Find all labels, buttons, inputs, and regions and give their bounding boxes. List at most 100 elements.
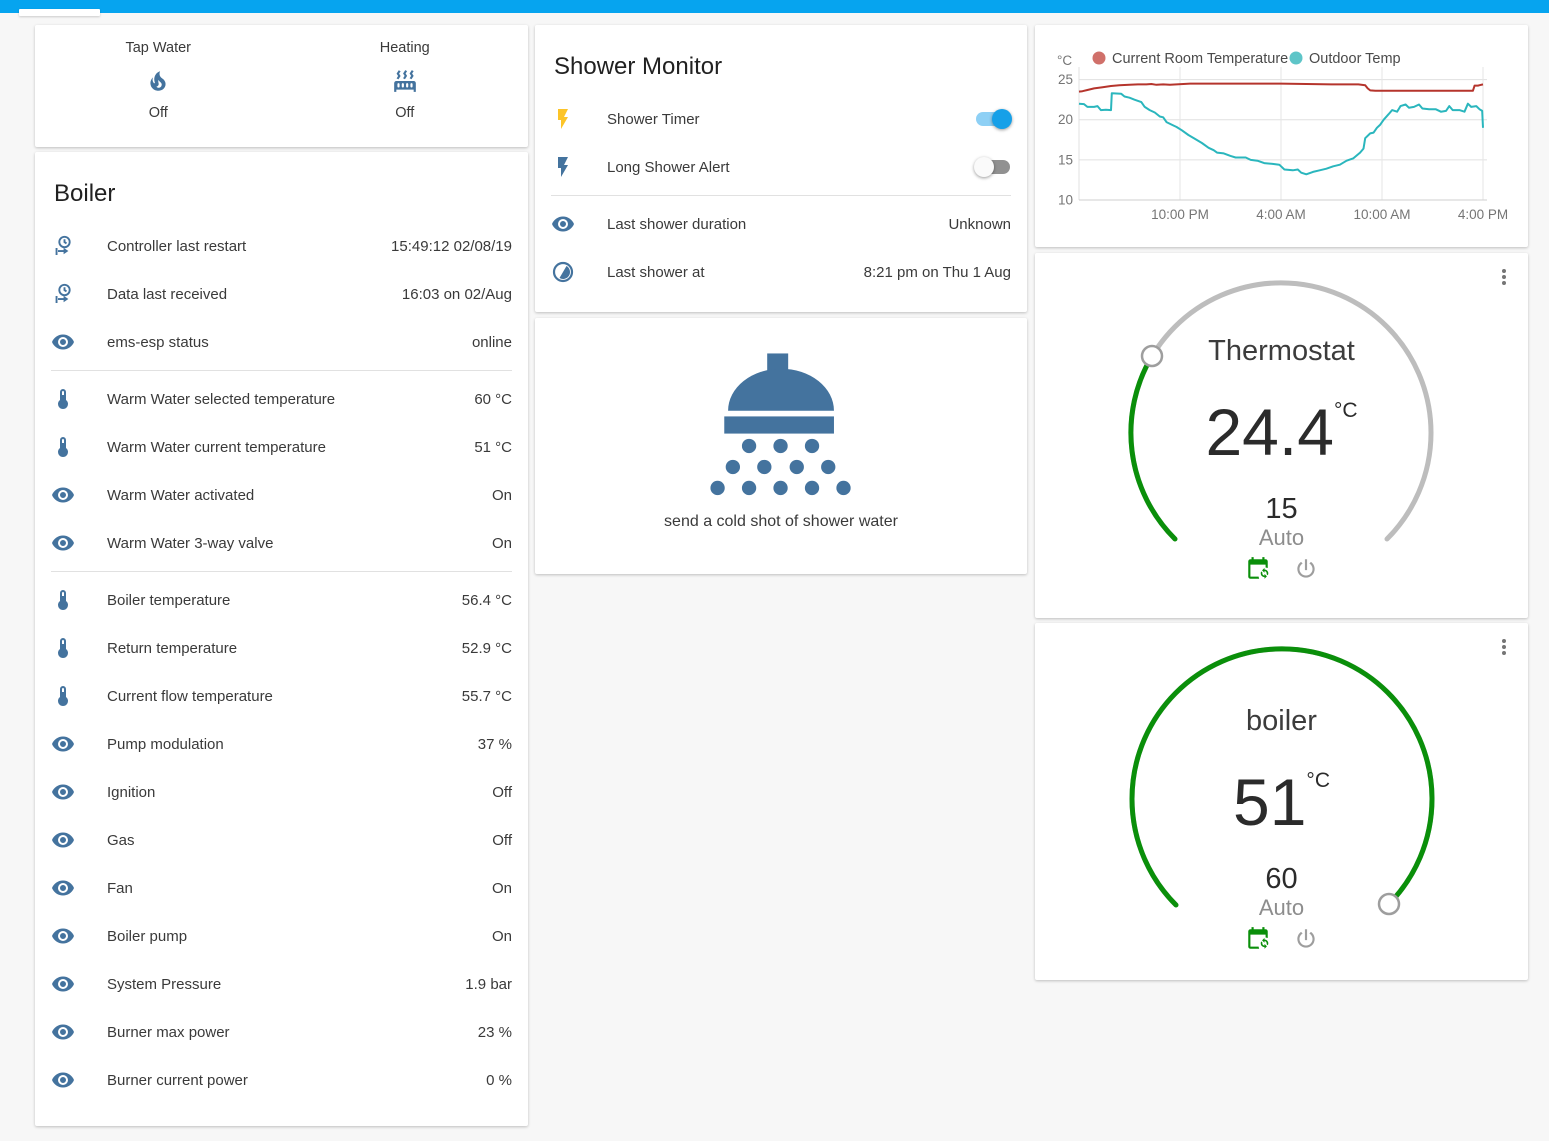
entity-value: 37 %	[477, 735, 512, 753]
entity-row[interactable]: Fan On	[35, 864, 528, 912]
glance-label: Tap Water	[125, 40, 192, 56]
entity-label: Gas	[107, 831, 135, 849]
clock-half-icon	[551, 260, 575, 284]
thermostat-dial	[1128, 280, 1434, 542]
entity-value: 8:21 pm on Thu 1 Aug	[863, 263, 1011, 281]
eye-icon	[51, 828, 75, 852]
thermostat-card: Thermostat 24.4°C 15 Auto	[1035, 253, 1528, 618]
eye-icon	[51, 483, 75, 507]
boiler-dial	[1129, 646, 1435, 916]
entity-value: 15:49:12 02/08/19	[391, 237, 512, 255]
divider	[551, 195, 1011, 196]
entity-row[interactable]: Last shower at 8:21 pm on Thu 1 Aug	[535, 248, 1027, 296]
toggle-switch[interactable]	[974, 157, 1011, 177]
history-chart: 10 15 20 25 10:00 PM 4:00 AM 10:00 AM 4:00 PM °C…	[1057, 51, 1508, 222]
entity-label: ems-esp status	[107, 333, 209, 351]
divider	[51, 571, 512, 572]
temperature-history-chart-card: 10 15 20 25 10:00 PM 4:00 AM 10:00 AM 4:00 PM °C…	[1035, 25, 1528, 247]
entity-value: On	[491, 534, 512, 552]
entity-value: On	[491, 879, 512, 897]
entity-row[interactable]: Warm Water selected temperature 60 °C	[35, 375, 528, 423]
thermometer-icon	[51, 636, 75, 660]
thermometer-icon	[51, 435, 75, 459]
entity-row[interactable]: Burner current power 0 %	[35, 1056, 528, 1104]
entity-value: online	[471, 333, 512, 351]
entity-row[interactable]: Ignition Off	[35, 768, 528, 816]
eye-icon	[51, 531, 75, 555]
svg-text:15: 15	[1058, 152, 1073, 167]
calendar-sync-icon[interactable]	[1245, 556, 1271, 582]
clock-out-icon	[51, 282, 75, 306]
entity-value: On	[491, 486, 512, 504]
flash-icon	[551, 107, 575, 131]
entity-label: Pump modulation	[107, 735, 224, 753]
svg-text:4:00 AM: 4:00 AM	[1256, 207, 1306, 222]
thermostat-dial-handle[interactable]	[1140, 344, 1164, 368]
entity-label: Controller last restart	[107, 237, 247, 255]
glance-label: Heating	[379, 40, 430, 56]
more-options-button[interactable]	[1492, 265, 1516, 289]
entity-row[interactable]: Warm Water current temperature 51 °C	[35, 423, 528, 471]
svg-text:Current Room Temperature: Current Room Temperature	[1112, 51, 1288, 67]
thermometer-icon	[51, 387, 75, 411]
glance-state: Off	[395, 105, 415, 121]
action-label: send a cold shot of shower water	[664, 513, 898, 530]
entity-row[interactable]: System Pressure 1.9 bar	[35, 960, 528, 1008]
entity-label: Warm Water current temperature	[107, 438, 326, 456]
entity-label: Fan	[107, 879, 133, 897]
calendar-sync-icon[interactable]	[1245, 926, 1271, 952]
entity-row[interactable]: Return temperature 52.9 °C	[35, 624, 528, 672]
entity-label: Data last received	[107, 285, 228, 303]
entity-row[interactable]: Gas Off	[35, 816, 528, 864]
eye-icon	[51, 780, 75, 804]
entity-row[interactable]: ems-esp status online	[35, 318, 528, 366]
entity-row[interactable]: Last shower duration Unknown	[535, 200, 1027, 248]
glance-card: Tap Water Off Heating Off	[35, 25, 528, 147]
entity-value: 16:03 on 02/Aug	[401, 285, 512, 303]
shower-head-icon	[709, 353, 854, 504]
flash-icon	[551, 155, 575, 179]
entity-label: Ignition	[107, 783, 156, 801]
entity-value: 52.9 °C	[461, 639, 512, 657]
boiler-dial-handle[interactable]	[1377, 892, 1401, 916]
active-tab-indicator[interactable]	[19, 9, 100, 16]
entity-value: Off	[492, 831, 512, 849]
entity-label: Warm Water activated	[107, 486, 255, 504]
svg-text:Outdoor Temp: Outdoor Temp	[1309, 51, 1401, 67]
svg-text:10:00 AM: 10:00 AM	[1353, 207, 1410, 222]
entity-value: Unknown	[948, 215, 1011, 233]
radiator-icon	[282, 68, 529, 94]
entity-label: Shower Timer	[607, 110, 700, 128]
entity-row[interactable]: Boiler pump On	[35, 912, 528, 960]
eye-icon	[51, 732, 75, 756]
entity-row[interactable]: Warm Water activated On	[35, 471, 528, 519]
glance-item-tap-water[interactable]: Tap Water Off	[35, 25, 282, 147]
entity-row[interactable]: Data last received 16:03 on 02/Aug	[35, 270, 528, 318]
power-icon[interactable]	[1293, 926, 1319, 952]
eye-icon	[51, 924, 75, 948]
entity-label: Long Shower Alert	[607, 158, 730, 176]
shower-monitor-card: Shower Monitor Shower Timer Long Shower A…	[535, 25, 1027, 312]
eye-icon	[51, 972, 75, 996]
entity-row[interactable]: Warm Water 3-way valve On	[35, 519, 528, 567]
thermometer-icon	[51, 684, 75, 708]
entity-row[interactable]: Current flow temperature 55.7 °C	[35, 672, 528, 720]
svg-text:10:00 PM: 10:00 PM	[1151, 207, 1209, 222]
cold-shot-button-card[interactable]: send a cold shot of shower water	[535, 318, 1027, 574]
svg-text:25: 25	[1058, 72, 1073, 87]
svg-text:°C: °C	[1057, 53, 1072, 68]
glance-item-heating[interactable]: Heating Off	[282, 25, 529, 147]
entity-row[interactable]: Long Shower Alert	[535, 143, 1027, 191]
entity-label: Boiler pump	[107, 927, 188, 945]
toggle-switch[interactable]	[975, 109, 1012, 129]
eye-icon	[51, 330, 75, 354]
entity-row[interactable]: Boiler temperature 56.4 °C	[35, 576, 528, 624]
entity-value: 55.7 °C	[461, 687, 512, 705]
entity-row[interactable]: Pump modulation 37 %	[35, 720, 528, 768]
entity-row[interactable]: Burner max power 23 %	[35, 1008, 528, 1056]
entity-row[interactable]: Shower Timer	[535, 95, 1027, 143]
power-icon[interactable]	[1293, 556, 1319, 582]
fire-icon	[35, 68, 282, 94]
entity-row[interactable]: Controller last restart 15:49:12 02/08/19	[35, 222, 528, 270]
more-options-button[interactable]	[1492, 635, 1516, 659]
